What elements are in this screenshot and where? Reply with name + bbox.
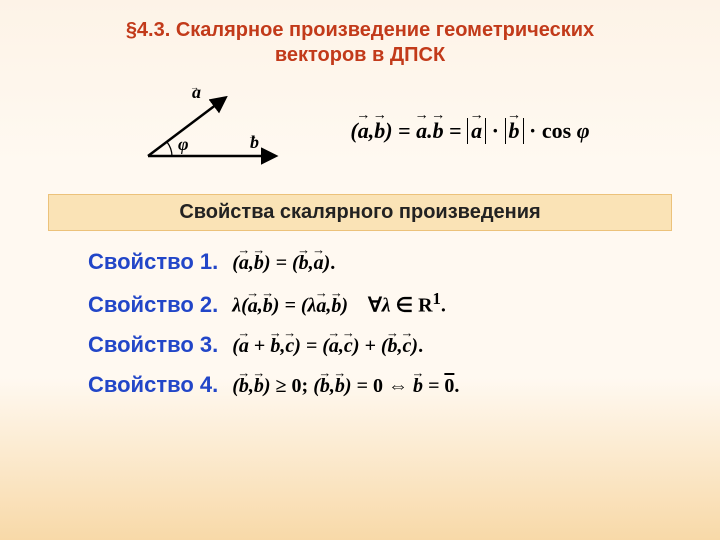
vector-diagram: a → b → φ <box>130 86 290 176</box>
property-3: Свойство 3. (a + b,c) = (a,c) + (b,c). <box>88 332 720 358</box>
svg-text:→: → <box>190 86 199 92</box>
title-line-2: векторов в ДПСК <box>275 44 445 66</box>
title-line-1: §4.3. Скалярное произведение геометричес… <box>126 19 594 41</box>
property-2: Свойство 2. λ(a,b) = (λa,b) ∀λ ∈ R1. <box>88 289 720 318</box>
page-title: §4.3. Скалярное произведение геометричес… <box>0 0 720 76</box>
property-label: Свойство 1. <box>88 249 218 275</box>
property-formula: λ(a,b) = (λa,b) ∀λ ∈ R1. <box>232 289 446 318</box>
property-label: Свойство 2. <box>88 292 218 318</box>
property-formula: (a,b) = (b,a). <box>232 252 335 275</box>
main-formula: (a,b) = a.b = a · b · cos φ <box>350 118 589 144</box>
property-formula: (b,b) ≥ 0; (b,b) = 0 ⇔ b = 0. <box>232 375 459 398</box>
property-label: Свойство 4. <box>88 372 218 398</box>
property-4: Свойство 4. (b,b) ≥ 0; (b,b) = 0 ⇔ b = 0… <box>88 372 720 398</box>
svg-text:→: → <box>248 131 257 141</box>
property-label: Свойство 3. <box>88 332 218 358</box>
svg-text:φ: φ <box>178 134 189 154</box>
properties-list: Свойство 1. (a,b) = (b,a). Свойство 2. λ… <box>88 249 720 398</box>
properties-heading: Свойства скалярного произведения <box>48 194 672 231</box>
property-formula: (a + b,c) = (a,c) + (b,c). <box>232 335 423 358</box>
diagram-row: a → b → φ (a,b) = a.b = a · b · cos φ <box>0 86 720 176</box>
property-1: Свойство 1. (a,b) = (b,a). <box>88 249 720 275</box>
